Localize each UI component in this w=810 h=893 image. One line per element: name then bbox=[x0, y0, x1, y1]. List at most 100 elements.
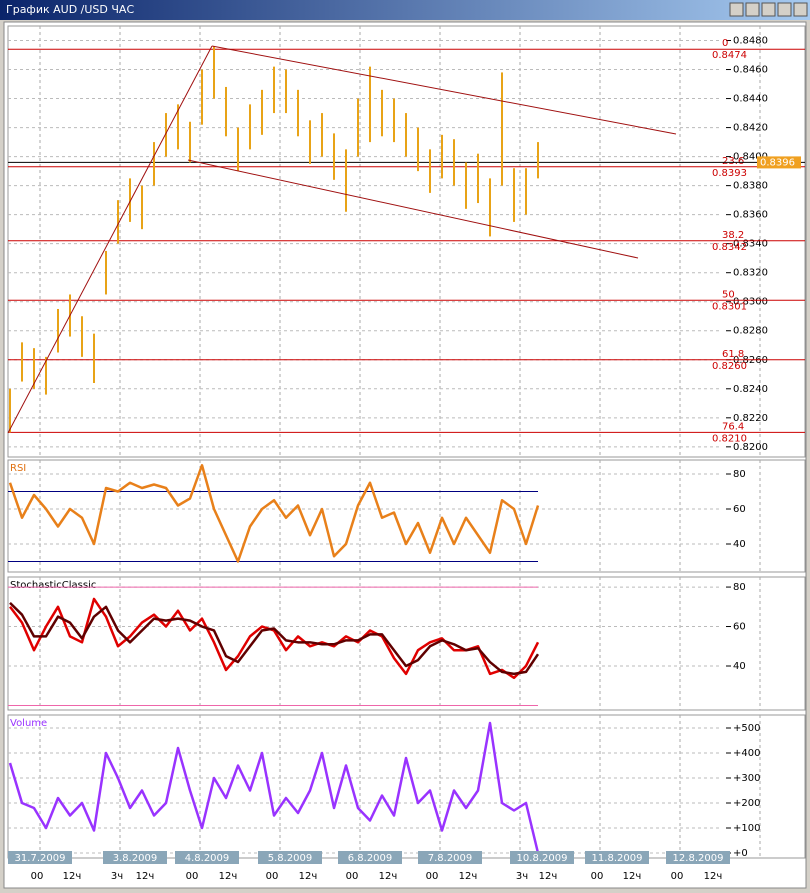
fib-price: 0.8210 bbox=[712, 433, 747, 444]
date-box bbox=[585, 851, 649, 864]
hour-label: 3ч bbox=[111, 871, 123, 882]
date-label: 6.8.2009 bbox=[348, 853, 393, 864]
button-maximize[interactable] bbox=[777, 2, 792, 17]
hour-label: 00 bbox=[671, 871, 684, 882]
fib-ratio: 50 bbox=[722, 289, 735, 300]
fib-ratio: 76.4 bbox=[722, 421, 744, 432]
y-tick-label: +0 bbox=[733, 848, 748, 859]
hour-label: 12ч bbox=[299, 871, 318, 882]
y-tick-label: 80 bbox=[733, 469, 746, 480]
channel-upper bbox=[211, 45, 677, 135]
y-tick-label: 0.8340 bbox=[733, 239, 768, 250]
hour-label: 12ч bbox=[63, 871, 82, 882]
y-tick-label: 80 bbox=[733, 582, 746, 593]
panel-title: RSI bbox=[10, 463, 26, 474]
panel-frame bbox=[7, 459, 806, 573]
panel-frame bbox=[7, 576, 806, 711]
y-tick-label: 60 bbox=[733, 504, 746, 515]
button-close[interactable] bbox=[793, 2, 808, 17]
hour-label: 3ч bbox=[516, 871, 528, 882]
y-tick-label: 0.8220 bbox=[733, 413, 768, 424]
current-price-tag bbox=[757, 156, 801, 169]
date-box bbox=[258, 851, 322, 864]
date-label: 12.8.2009 bbox=[673, 853, 724, 864]
date-label: 4.8.2009 bbox=[185, 853, 230, 864]
fib-ratio: 38.2 bbox=[722, 230, 744, 241]
fib-ratio: 23.6 bbox=[722, 156, 744, 167]
fib-price: 0.8301 bbox=[712, 301, 747, 312]
y-tick-label: +300 bbox=[733, 773, 760, 784]
channel-lower bbox=[187, 159, 639, 259]
y-tick-label: 0.8460 bbox=[733, 65, 768, 76]
date-box bbox=[418, 851, 482, 864]
hour-label: 00 bbox=[31, 871, 44, 882]
hour-label: 12ч bbox=[704, 871, 723, 882]
y-tick-label: 0.8420 bbox=[733, 123, 768, 134]
panel-frame bbox=[7, 25, 806, 458]
date-box bbox=[175, 851, 239, 864]
date-box bbox=[103, 851, 167, 864]
date-box bbox=[666, 851, 730, 864]
button-arrange[interactable] bbox=[729, 2, 744, 17]
date-label: 31.7.2009 bbox=[15, 853, 66, 864]
fib-price: 0.8342 bbox=[712, 242, 747, 253]
panel-title: Volume bbox=[10, 718, 47, 729]
panel-frame bbox=[7, 714, 806, 859]
plots: 0.8480 0.8460 0.8440 0.8420 0.8400 0.8380 0.83… bbox=[7, 25, 806, 882]
button-minimize[interactable] bbox=[745, 2, 760, 17]
window-buttons[interactable] bbox=[729, 2, 808, 17]
date-label: 11.8.2009 bbox=[592, 853, 643, 864]
date-label: 3.8.2009 bbox=[113, 853, 158, 864]
y-tick-label: 0.8360 bbox=[733, 210, 768, 221]
hour-label: 12ч bbox=[623, 871, 642, 882]
fib-ratio: 61.8 bbox=[722, 349, 744, 360]
date-box bbox=[510, 851, 574, 864]
hour-label: 00 bbox=[346, 871, 359, 882]
y-tick-label: 0.8300 bbox=[733, 297, 768, 308]
hour-label: 12ч bbox=[539, 871, 558, 882]
y-tick-label: +500 bbox=[733, 723, 760, 734]
trend-lines bbox=[7, 45, 677, 434]
hour-label: 12ч bbox=[136, 871, 155, 882]
current-price-label: 0.8396 bbox=[760, 157, 795, 168]
y-tick-label: 40 bbox=[733, 661, 746, 672]
indicator-line bbox=[8, 721, 540, 854]
panel-title: StochasticClassic bbox=[10, 580, 96, 591]
y-tick-label: 0.8380 bbox=[733, 181, 768, 192]
y-tick-label: 0.8280 bbox=[733, 326, 768, 337]
fib-ratio: 0 bbox=[722, 38, 728, 49]
hour-label: 00 bbox=[266, 871, 279, 882]
date-label: 7.8.2009 bbox=[428, 853, 473, 864]
y-tick-label: 0.8440 bbox=[733, 94, 768, 105]
fib-price: 0.8474 bbox=[712, 50, 747, 61]
y-tick-label: 0.8480 bbox=[733, 36, 768, 47]
y-tick-label: +400 bbox=[733, 748, 760, 759]
trend-line bbox=[7, 45, 213, 434]
date-box bbox=[338, 851, 402, 864]
y-tick-label: +200 bbox=[733, 798, 760, 809]
indicator-line bbox=[9, 601, 540, 676]
fib-price: 0.8393 bbox=[712, 168, 747, 179]
button-restore[interactable] bbox=[761, 2, 776, 17]
y-tick-label: 0.8200 bbox=[733, 442, 768, 453]
date-label: 10.8.2009 bbox=[517, 853, 568, 864]
indicator-line bbox=[9, 597, 540, 680]
fib-price: 0.8260 bbox=[712, 361, 747, 372]
hour-label: 12ч bbox=[219, 871, 238, 882]
indicator-line bbox=[8, 464, 540, 563]
date-label: 5.8.2009 bbox=[268, 853, 313, 864]
y-tick-label: 0.8240 bbox=[733, 384, 768, 395]
hour-label: 12ч bbox=[459, 871, 478, 882]
hour-label: 00 bbox=[426, 871, 439, 882]
title-bar bbox=[0, 0, 810, 20]
hour-label: 00 bbox=[186, 871, 199, 882]
window-title: График AUD /USD ЧАС bbox=[6, 3, 134, 16]
hour-label: 00 bbox=[591, 871, 604, 882]
y-tick-label: 0.8400 bbox=[733, 152, 768, 163]
y-tick-label: 0.8320 bbox=[733, 268, 768, 279]
hour-label: 12ч bbox=[379, 871, 398, 882]
y-tick-label: +100 bbox=[733, 823, 760, 834]
date-box bbox=[8, 851, 72, 864]
